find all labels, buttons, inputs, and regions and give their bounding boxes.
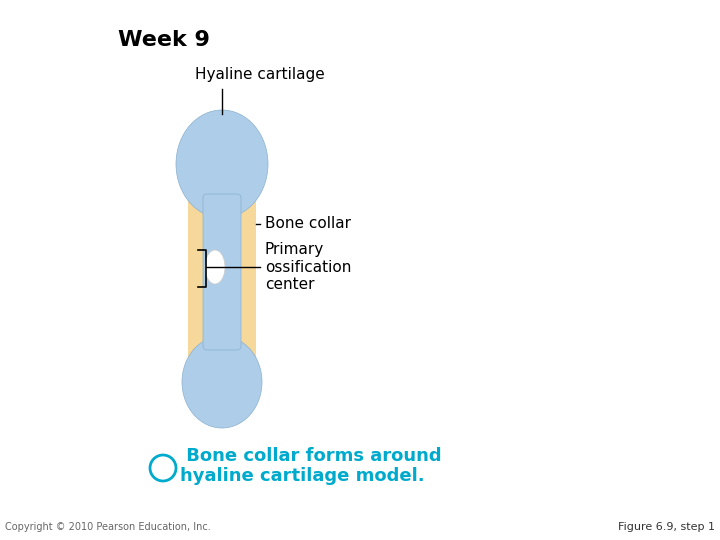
Ellipse shape xyxy=(205,250,225,284)
Text: Copyright © 2010 Pearson Education, Inc.: Copyright © 2010 Pearson Education, Inc. xyxy=(5,522,211,532)
Text: Figure 6.9, step 1: Figure 6.9, step 1 xyxy=(618,522,715,532)
Text: Hyaline cartilage: Hyaline cartilage xyxy=(195,67,325,82)
Text: Bone collar forms around
hyaline cartilage model.: Bone collar forms around hyaline cartila… xyxy=(180,447,441,485)
Text: 1: 1 xyxy=(157,459,169,477)
Text: Bone collar: Bone collar xyxy=(265,217,351,232)
Text: Primary
ossification
center: Primary ossification center xyxy=(265,242,351,292)
FancyBboxPatch shape xyxy=(188,173,256,371)
Ellipse shape xyxy=(176,110,268,218)
Circle shape xyxy=(150,455,176,481)
FancyBboxPatch shape xyxy=(203,194,241,350)
Text: Week 9: Week 9 xyxy=(118,30,210,50)
Ellipse shape xyxy=(182,336,262,428)
